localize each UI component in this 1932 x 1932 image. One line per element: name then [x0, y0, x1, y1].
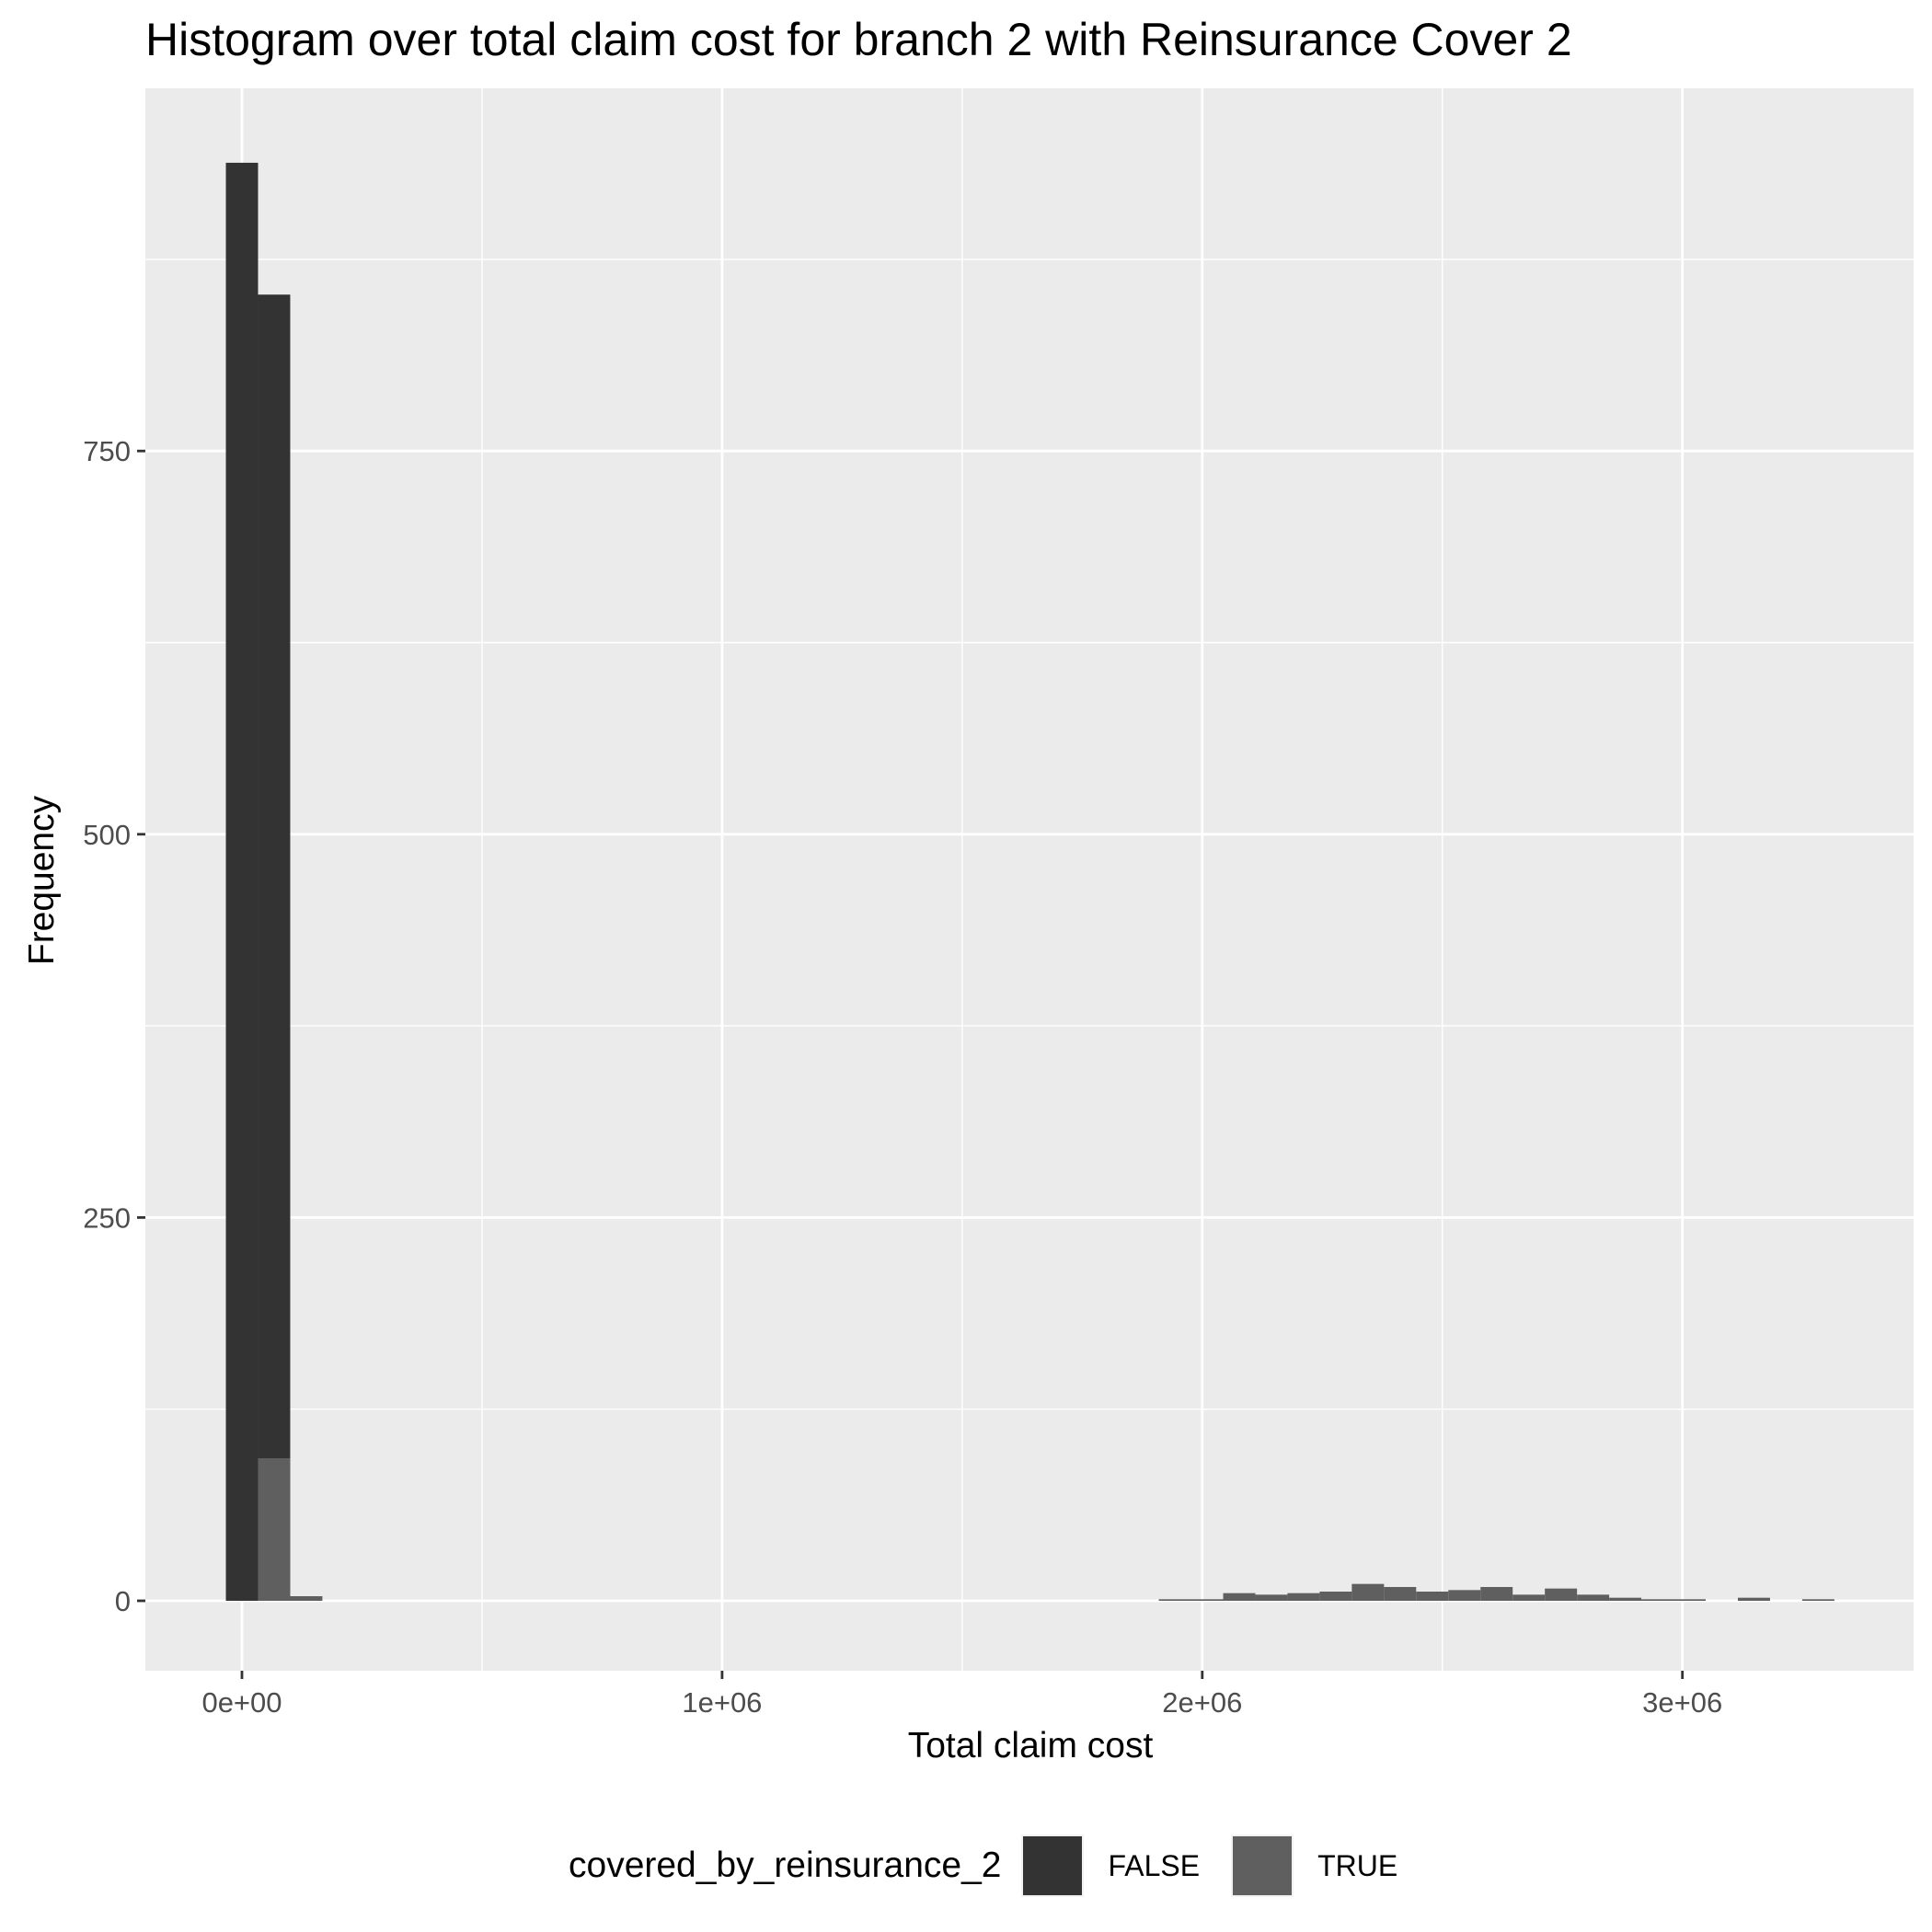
- chart-title: Histogram over total claim cost for bran…: [145, 14, 1572, 65]
- y-axis-label: Frequency: [22, 795, 62, 966]
- y-tick-label: 250: [83, 1202, 131, 1234]
- legend-swatch-false: [1023, 1836, 1083, 1895]
- histogram-bar-true: [258, 1458, 291, 1601]
- histogram-bar-true: [1673, 1599, 1707, 1601]
- x-tick-label: 3e+06: [1642, 1686, 1722, 1719]
- histogram-bar-true: [1480, 1587, 1513, 1601]
- legend-label-true: TRUE: [1317, 1848, 1398, 1882]
- histogram-bar-true: [1190, 1599, 1224, 1601]
- histogram-bar-true: [1384, 1587, 1417, 1601]
- legend: covered_by_reinsurance_2 FALSE TRUE: [569, 1834, 1429, 1898]
- minor-gridlines: [145, 88, 1914, 1671]
- histogram-bar-true: [1737, 1597, 1770, 1601]
- histogram-bars: [225, 162, 1834, 1602]
- x-tick-label: 2e+06: [1162, 1686, 1242, 1719]
- legend-swatch-true: [1233, 1836, 1293, 1895]
- y-tick-label: 750: [83, 435, 131, 467]
- y-tick-label: 0: [115, 1585, 131, 1617]
- x-axis-label: Total claim cost: [907, 1726, 1154, 1765]
- legend-key-true: [1231, 1834, 1294, 1897]
- y-tick-label: 500: [83, 819, 131, 851]
- histogram-bar-true: [1801, 1599, 1834, 1601]
- histogram-bar-true: [1255, 1594, 1288, 1601]
- histogram-bar-true: [1641, 1599, 1674, 1601]
- y-axis: 0 250 500 750: [83, 435, 145, 1617]
- legend-label-false: FALSE: [1108, 1848, 1201, 1882]
- plot-panel: [145, 88, 1914, 1671]
- legend-title: covered_by_reinsurance_2: [569, 1846, 1002, 1885]
- histogram-bar-false: [258, 294, 291, 1602]
- histogram-bar-true: [1158, 1599, 1191, 1601]
- x-axis: 0e+00 1e+06 2e+06 3e+06: [201, 1671, 1722, 1719]
- x-tick-label: 1e+06: [682, 1686, 762, 1719]
- histogram-bar-true: [1416, 1592, 1449, 1601]
- histogram-bar-true: [1577, 1594, 1610, 1601]
- histogram-bar-true: [1448, 1590, 1481, 1601]
- histogram-bar-true: [1287, 1593, 1320, 1601]
- x-tick-label: 0e+00: [201, 1686, 282, 1719]
- histogram-bar-true: [1609, 1597, 1642, 1601]
- histogram-bar-true: [290, 1596, 323, 1601]
- histogram-bar-true: [1351, 1583, 1385, 1601]
- legend-key-false: [1021, 1834, 1085, 1897]
- histogram-bar-true: [1319, 1592, 1352, 1601]
- histogram-bar-true: [1223, 1593, 1256, 1601]
- histogram-bar-false: [225, 162, 259, 1602]
- histogram-bar-true: [1512, 1594, 1546, 1601]
- histogram-bar-true: [1545, 1588, 1578, 1601]
